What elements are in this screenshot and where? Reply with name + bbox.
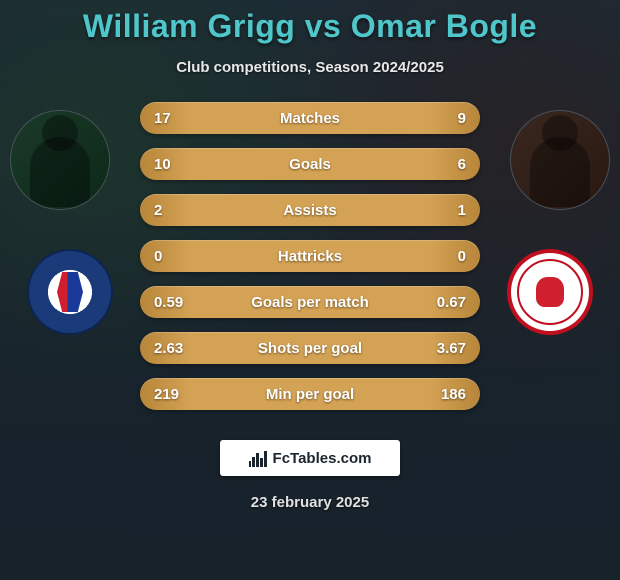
stat-label: Assists bbox=[214, 202, 406, 219]
stat-label: Shots per goal bbox=[214, 340, 406, 357]
player2-avatar bbox=[510, 110, 610, 210]
stat-label: Hattricks bbox=[214, 248, 406, 265]
stat-label: Min per goal bbox=[214, 386, 406, 403]
stat-value-right: 9 bbox=[406, 110, 466, 127]
stat-value-right: 186 bbox=[406, 386, 466, 403]
season-subtitle: Club competitions, Season 2024/2025 bbox=[0, 59, 620, 76]
chart-bars-icon bbox=[249, 449, 267, 467]
stat-value-left: 10 bbox=[154, 156, 214, 173]
stat-value-right: 0.67 bbox=[406, 294, 466, 311]
stat-row-matches: 17 Matches 9 bbox=[140, 102, 480, 134]
footer-date: 23 february 2025 bbox=[0, 494, 620, 511]
stat-label: Goals per match bbox=[214, 294, 406, 311]
player2-photo-placeholder bbox=[511, 111, 609, 209]
source-site-name: FcTables.com bbox=[273, 450, 372, 467]
stat-label: Matches bbox=[214, 110, 406, 127]
stat-value-left: 0.59 bbox=[154, 294, 214, 311]
stat-value-right: 1 bbox=[406, 202, 466, 219]
content-container: William Grigg vs Omar Bogle Club competi… bbox=[0, 0, 620, 580]
vs-separator: vs bbox=[305, 8, 342, 44]
crewe-badge-icon bbox=[507, 249, 593, 335]
silhouette-icon bbox=[30, 137, 90, 207]
stat-value-left: 2.63 bbox=[154, 340, 214, 357]
stat-row-assists: 2 Assists 1 bbox=[140, 194, 480, 226]
stat-row-shots-per-goal: 2.63 Shots per goal 3.67 bbox=[140, 332, 480, 364]
stat-value-left: 0 bbox=[154, 248, 214, 265]
silhouette-icon bbox=[530, 137, 590, 207]
source-badge: FcTables.com bbox=[220, 440, 400, 476]
stat-label: Goals bbox=[214, 156, 406, 173]
stat-value-left: 2 bbox=[154, 202, 214, 219]
player1-photo-placeholder bbox=[11, 111, 109, 209]
player2-name: Omar Bogle bbox=[351, 8, 537, 44]
stat-row-min-per-goal: 219 Min per goal 186 bbox=[140, 378, 480, 410]
main-comparison-area: 17 Matches 9 10 Goals 6 2 Assists 1 0 Ha… bbox=[0, 102, 620, 432]
lion-icon bbox=[536, 277, 564, 307]
player1-name: William Grigg bbox=[83, 8, 295, 44]
stat-row-hattricks: 0 Hattricks 0 bbox=[140, 240, 480, 272]
stats-table: 17 Matches 9 10 Goals 6 2 Assists 1 0 Ha… bbox=[140, 102, 480, 424]
chesterfield-badge-icon bbox=[27, 249, 113, 335]
player1-avatar bbox=[10, 110, 110, 210]
player1-club-badge bbox=[20, 242, 120, 342]
stat-value-left: 219 bbox=[154, 386, 214, 403]
stat-row-goals: 10 Goals 6 bbox=[140, 148, 480, 180]
stat-value-right: 3.67 bbox=[406, 340, 466, 357]
stat-value-left: 17 bbox=[154, 110, 214, 127]
comparison-title: William Grigg vs Omar Bogle bbox=[0, 0, 620, 45]
stat-row-goals-per-match: 0.59 Goals per match 0.67 bbox=[140, 286, 480, 318]
stat-value-right: 0 bbox=[406, 248, 466, 265]
stat-value-right: 6 bbox=[406, 156, 466, 173]
player2-club-badge bbox=[500, 242, 600, 342]
